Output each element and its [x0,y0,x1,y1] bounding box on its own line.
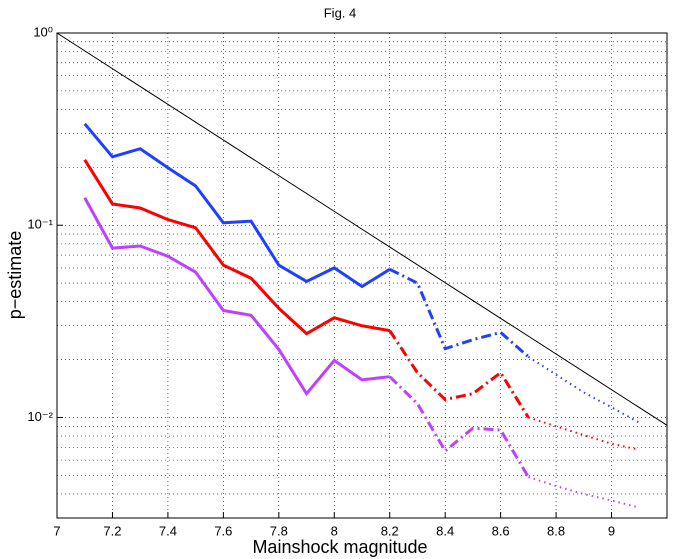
plot-frame [56,32,668,519]
y-axis-label: p−estimate [5,231,25,320]
plot-area [57,33,667,518]
x-tick-label: 7 [53,523,60,538]
x-tick-label: 7.8 [270,523,288,538]
x-tick-label: 7.6 [214,523,232,538]
y-tick-label: 10⁰ [33,24,53,39]
y-tick-label: 10⁻² [27,409,53,424]
y-tick-label: 10⁻¹ [27,217,53,232]
x-tick-label: 8.4 [436,523,454,538]
x-tick-label: 8.2 [381,523,399,538]
series-line [389,267,530,358]
series-line [388,375,530,478]
x-tick-label: 8.8 [547,523,565,538]
x-tick-label: 7.2 [103,523,121,538]
x-axis-label: Mainshock magnitude [252,537,427,557]
series-line [83,158,390,336]
x-tick-label: 7.4 [159,523,177,538]
series-line [56,32,668,426]
x-tick-label: 8 [331,523,338,538]
x-tick-label: 8.6 [492,523,510,538]
x-tick-label: 9 [608,523,615,538]
series-line [527,355,640,424]
series-line [83,197,390,397]
chart-title: Fig. 4 [324,5,357,20]
series-line [83,122,391,289]
series-line [388,329,530,419]
